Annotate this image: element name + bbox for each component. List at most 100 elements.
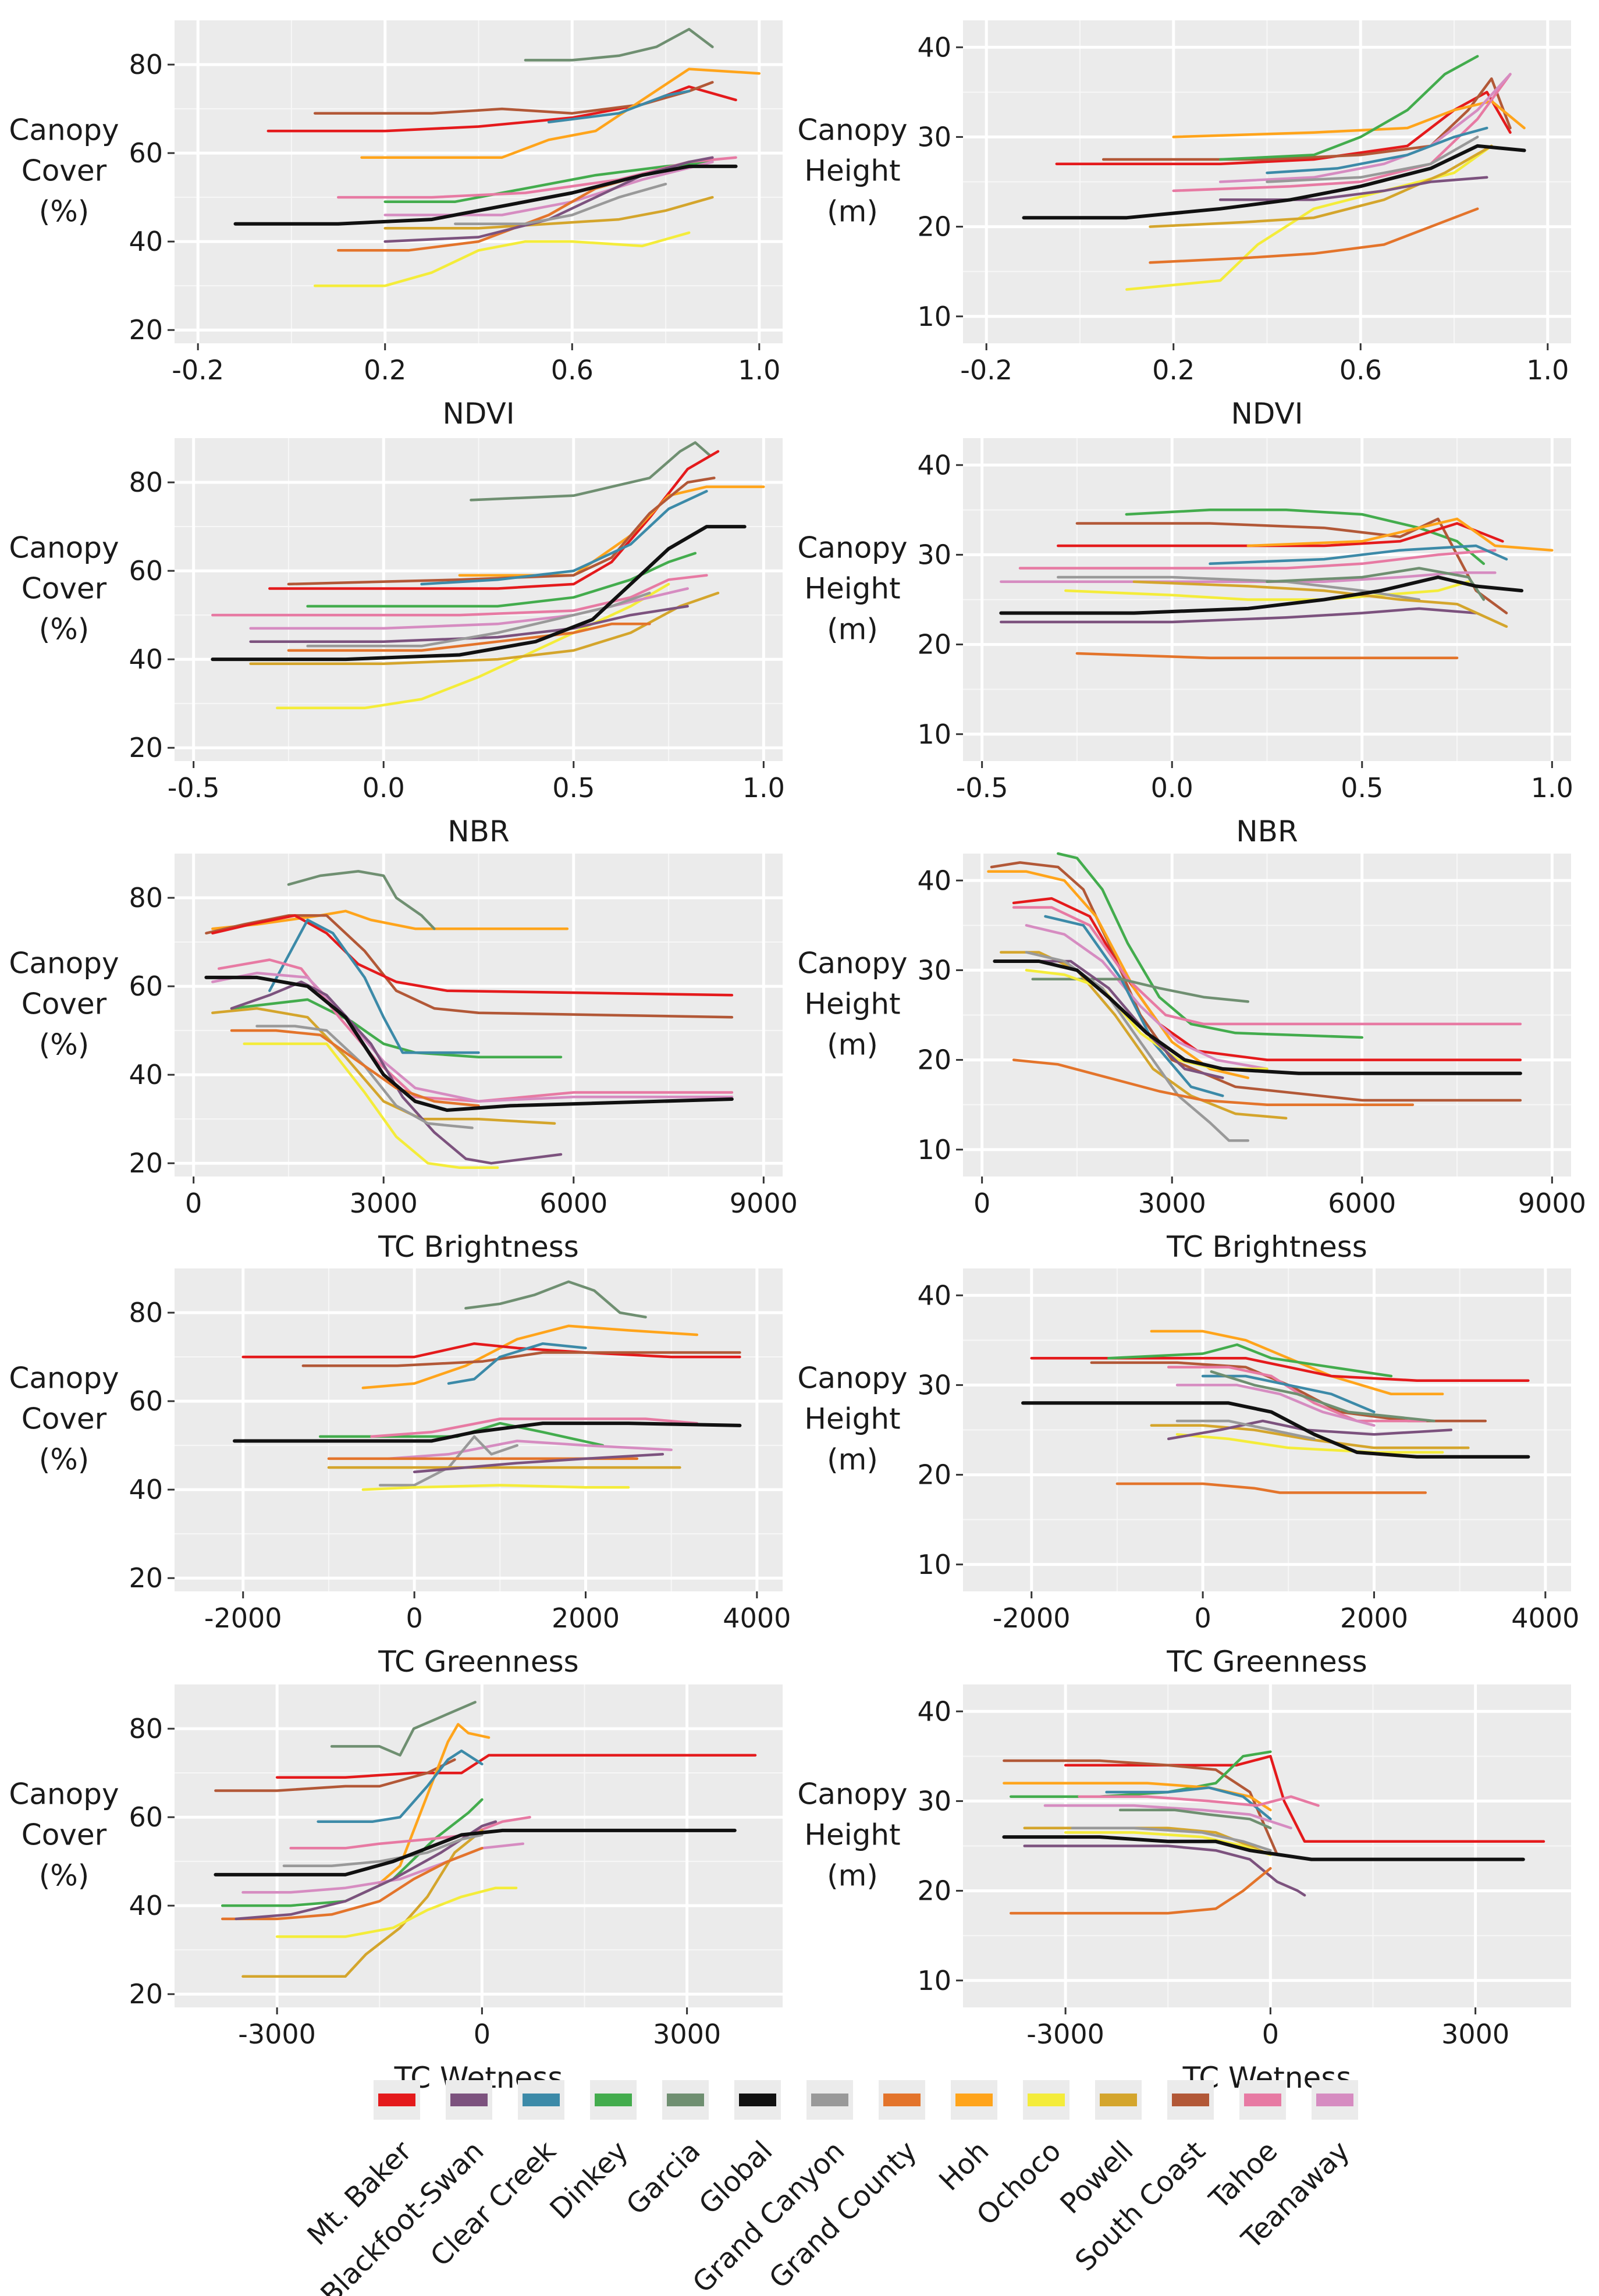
y-axis-label: Canopy (797, 113, 907, 147)
legend-swatch (1028, 2094, 1065, 2106)
chart-ch_tcb: 0 3000 6000 9000 10 20 30 40 Canopy Height (m) TC B… (797, 852, 1586, 1264)
series-line-powell (211, 1007, 556, 1125)
y-axis-label: (m) (827, 195, 878, 229)
legend-swatch (1100, 2094, 1137, 2106)
x-tick-label: 1.0 (1526, 354, 1569, 386)
x-tick-label: 9000 (730, 1188, 798, 1219)
legend-swatch (955, 2094, 993, 2106)
y-axis-label: Height (804, 572, 900, 606)
legend-swatch (450, 2094, 488, 2106)
series-line-mt-baker (275, 1754, 757, 1779)
series-line-mt-baker (266, 85, 737, 133)
x-tick-label: 0 (1194, 1602, 1211, 1634)
series-line-hoh (1003, 1782, 1272, 1812)
y-tick-label: 40 (917, 1279, 951, 1311)
chart-cc_nbr: -0.5 0.0 0.5 1.0 20 40 60 80 Canopy Cover (%) NBR (9, 438, 785, 848)
series-line-tahoe (1167, 1366, 1427, 1423)
y-tick-label: 30 (917, 121, 951, 152)
x-axis-label: TC Greenness (1166, 1645, 1367, 1679)
y-axis-label: Canopy (9, 947, 119, 980)
series-line-blackfoot-swan (383, 156, 714, 243)
y-axis-label: Canopy (797, 1362, 907, 1395)
legend-label: Clear Creek (424, 2135, 563, 2273)
series-line-ochoco (361, 1484, 630, 1491)
series-line-ochoco (313, 231, 691, 287)
series-line-hoh (1150, 1330, 1444, 1396)
chart-ch_ndvi: -0.2 0.2 0.6 1.0 10 20 30 40 Canopy Height (m) NDVI (797, 20, 1571, 431)
series-line-global (1002, 1835, 1525, 1861)
y-tick-label: 30 (917, 1785, 951, 1817)
x-tick-label: 3000 (1441, 2018, 1509, 2050)
series-line-hoh (360, 67, 761, 159)
x-axis-label: NBR (447, 815, 509, 848)
series-line-global (1021, 1401, 1530, 1459)
series-line-teanaway (1025, 924, 1268, 1071)
series-line-garcia (287, 870, 436, 930)
y-axis-label: (%) (39, 195, 90, 229)
x-tick-label: -0.5 (168, 772, 220, 804)
series-line-grand-county (1012, 1058, 1415, 1106)
y-tick-label: 40 (129, 644, 163, 675)
y-tick-label: 40 (129, 1474, 163, 1505)
series-line-garcia (1031, 978, 1250, 1003)
series-line-garcia (464, 1280, 647, 1318)
y-axis-label: (m) (827, 1859, 878, 1893)
series-line-blackfoot-swan (1000, 607, 1477, 624)
series-line-grand-canyon (1175, 1419, 1316, 1441)
x-tick-label: 0 (973, 1188, 990, 1219)
series-line-blackfoot-swan (249, 605, 689, 643)
series-line-grand-county (1149, 207, 1479, 264)
series-line-global (211, 525, 747, 662)
y-tick-label: 40 (129, 1890, 163, 1921)
series-line-teanaway (1043, 1804, 1292, 1829)
y-tick-label: 10 (917, 1549, 951, 1580)
x-tick-label: 1.0 (1531, 772, 1573, 804)
x-tick-label: 0.0 (1151, 772, 1193, 804)
x-tick-label: 0.5 (552, 772, 595, 804)
series-line-ochoco (276, 582, 670, 710)
y-tick-label: 30 (917, 539, 951, 570)
series-line-global (993, 959, 1522, 1075)
y-tick-label: 30 (917, 954, 951, 986)
series-line-ochoco (1064, 1831, 1272, 1857)
x-tick-label: 6000 (1328, 1188, 1396, 1219)
series-line-south-coast (301, 1351, 741, 1367)
y-tick-label: 40 (917, 865, 951, 896)
y-tick-label: 60 (129, 137, 163, 169)
y-axis-label: Cover (22, 572, 107, 606)
series-line-mt-baker (1057, 522, 1504, 548)
series-line-mt-baker (268, 450, 720, 590)
x-tick-label: 0.2 (1152, 354, 1195, 386)
y-tick-label: 60 (129, 555, 163, 587)
chart-ch_nbr: -0.5 0.0 0.5 1.0 10 20 30 40 Canopy Height (m) NBR (797, 438, 1573, 848)
x-axis-label: NDVI (1231, 397, 1303, 431)
series-line-ochoco (243, 1042, 499, 1170)
y-tick-label: 10 (917, 301, 951, 332)
legend-swatch (378, 2094, 415, 2106)
series-line-tahoe (370, 1417, 699, 1438)
series-line-garcia (1210, 1370, 1435, 1423)
y-tick-label: 20 (129, 314, 163, 346)
x-tick-label: 0 (406, 1602, 422, 1634)
y-tick-label: 10 (917, 1134, 951, 1165)
series-line-tahoe (211, 574, 708, 617)
series-line-ochoco (275, 1886, 518, 1938)
series-line-blackfoot-swan (230, 980, 563, 1165)
y-axis-label: (%) (39, 1443, 90, 1477)
legend-swatch (883, 2094, 921, 2106)
series-line-hoh (1246, 517, 1554, 552)
x-tick-label: 0.0 (363, 772, 405, 804)
x-axis-label: TC Brightness (1166, 1230, 1367, 1264)
x-tick-label: 6000 (539, 1188, 607, 1219)
series-line-grand-county (1009, 1867, 1272, 1915)
y-axis-label: (m) (827, 1443, 878, 1477)
y-axis-label: (m) (827, 1028, 878, 1062)
series-line-global (999, 575, 1524, 615)
y-axis-label: Height (804, 1402, 900, 1436)
x-tick-label: -2000 (993, 1602, 1071, 1634)
y-tick-label: 20 (917, 629, 951, 660)
series-line-global (233, 1421, 742, 1443)
